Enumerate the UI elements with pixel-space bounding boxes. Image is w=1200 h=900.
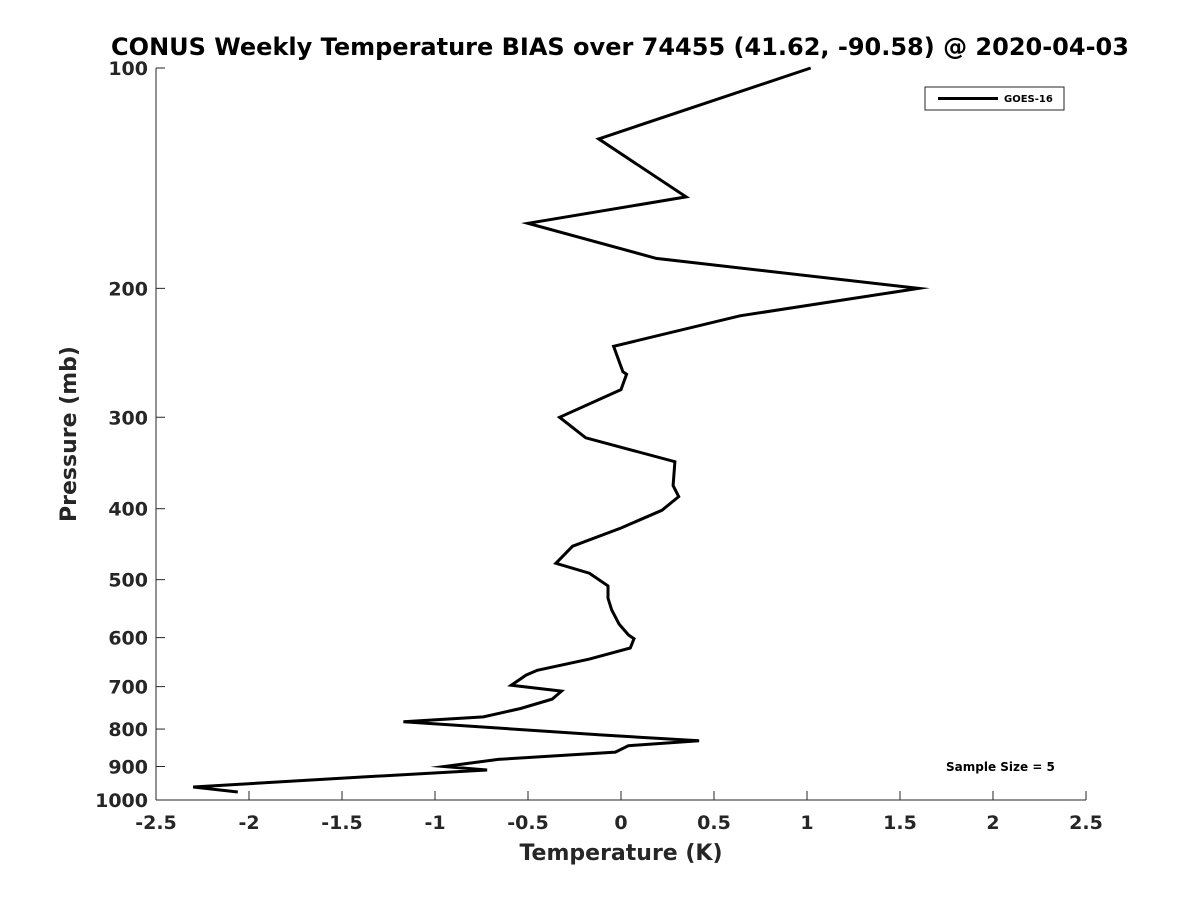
x-ticks: -2.5 -2 -1.5 -1 -0.5 0 0.5 1 1.5 2 2.5 — [135, 791, 1103, 834]
series-group — [193, 66, 930, 794]
y-tick-label: 600 — [108, 628, 148, 650]
chart-title: CONUS Weekly Temperature BIAS over 74455… — [111, 33, 1129, 61]
y-tick-label: 500 — [108, 570, 148, 592]
x-tick-label: 1 — [800, 812, 813, 834]
x-tick-label: -2.5 — [135, 812, 177, 834]
x-tick-label: 1.5 — [883, 812, 917, 834]
x-tick-label: 0.5 — [697, 812, 731, 834]
y-tick-label: 300 — [108, 407, 148, 429]
legend: GOES-16 — [924, 86, 1065, 111]
x-axis-label: Temperature (K) — [519, 841, 722, 866]
y-tick-label: 400 — [108, 499, 148, 521]
y-tick-label: 700 — [108, 677, 148, 699]
y-tick-label: 200 — [108, 278, 148, 300]
y-tick-label: 1000 — [95, 790, 148, 812]
x-tick-label: 2.5 — [1069, 812, 1103, 834]
sample-size-annotation: Sample Size = 5 — [946, 760, 1055, 774]
y-axis-label: Pressure (mb) — [57, 346, 82, 522]
x-tick-label: -1 — [424, 812, 445, 834]
x-tick-label: -2 — [238, 812, 259, 834]
y-tick-label: 100 — [108, 58, 148, 80]
legend-label-goes-16: GOES-16 — [1004, 94, 1053, 105]
x-tick-label: -0.5 — [507, 812, 549, 834]
plot-area — [156, 68, 1086, 800]
y-tick-label: 900 — [108, 757, 148, 779]
series-line-goes-16 — [193, 66, 930, 794]
y-ticks: 100 200 300 400 500 600 700 800 900 1000 — [95, 58, 165, 812]
x-tick-label: 2 — [986, 812, 999, 834]
x-tick-label: -1.5 — [321, 812, 363, 834]
y-tick-label: 800 — [108, 719, 148, 741]
x-tick-label: 0 — [614, 812, 627, 834]
